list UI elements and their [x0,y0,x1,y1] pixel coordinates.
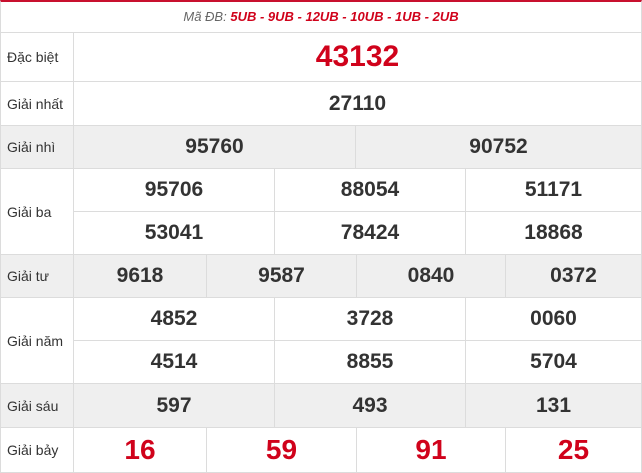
label-fourth-prize: Giải tư [0,255,74,297]
third-prize-number: 18868 [524,221,583,244]
row-second-prize: Giải nhì 95760 90752 [0,126,642,169]
seventh-prize-number: 25 [557,434,590,465]
fifth-prize-number: 0060 [466,298,641,341]
label-seventh-prize: Giải bảy [0,428,74,472]
fourth-prize-number: 9618 [74,255,207,297]
label-sixth-prize: Giải sáu [0,384,74,427]
special-codes-header: Mã ĐB: 5UB - 9UB - 12UB - 10UB - 1UB - 2… [0,0,642,33]
fifth-prize-number: 4514 [74,341,275,383]
sixth-prize-number: 597 [74,384,275,427]
row-special-prize: Đặc biệt 43132 [0,33,642,82]
third-prize-number: 95706 [74,169,275,212]
row-fifth-prize: Giải năm 4852 3728 0060 4514 8855 5704 [0,298,642,384]
second-prize-number: 90752 [469,135,528,158]
second-prize-number: 95760 [74,126,356,168]
special-codes-prefix: Mã ĐB: [183,9,231,24]
label-third-prize: Giải ba [0,169,74,254]
label-fifth-prize: Giải năm [0,298,74,383]
fourth-prize-number: 0372 [550,264,597,287]
label-second-prize: Giải nhì [0,126,74,168]
row-seventh-prize: Giải bảy 16 59 91 25 [0,428,642,473]
sixth-prize-number: 131 [535,393,572,417]
row-sixth-prize: Giải sáu 597 493 131 [0,384,642,428]
fifth-prize-number: 3728 [275,298,466,341]
third-prize-number: 51171 [466,169,641,212]
special-codes: 5UB - 9UB - 12UB - 10UB - 1UB - 2UB [230,9,459,24]
sixth-prize-number: 493 [275,384,466,427]
row-fourth-prize: Giải tư 9618 9587 0840 0372 [0,255,642,298]
fifth-prize-number: 8855 [275,341,466,383]
row-third-prize: Giải ba 95706 88054 51171 53041 78424 18… [0,169,642,255]
label-first-prize: Giải nhất [0,82,74,125]
third-prize-number: 53041 [74,212,275,254]
third-prize-number: 78424 [275,212,466,254]
special-prize-number: 43132 [315,40,400,73]
seventh-prize-number: 16 [74,428,207,472]
seventh-prize-number: 59 [207,428,357,472]
third-prize-number: 88054 [275,169,466,212]
first-prize-number: 27110 [328,91,387,115]
fourth-prize-number: 0840 [357,255,506,297]
fifth-prize-number: 5704 [530,350,577,373]
seventh-prize-number: 91 [357,428,506,472]
label-special-prize: Đặc biệt [0,33,74,81]
fifth-prize-number: 4852 [74,298,275,341]
row-first-prize: Giải nhất 27110 [0,82,642,126]
fourth-prize-number: 9587 [207,255,357,297]
